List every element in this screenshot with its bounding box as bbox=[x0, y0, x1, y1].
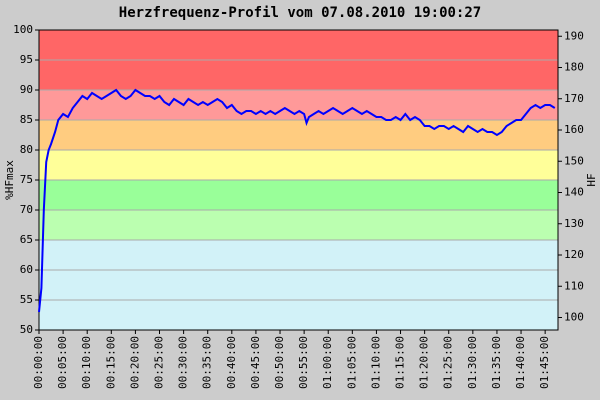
y-tick-label: 90 bbox=[20, 83, 33, 96]
y-tick-label: 70 bbox=[20, 203, 33, 216]
y-tick-label: 85 bbox=[20, 113, 33, 126]
y-tick-label: 65 bbox=[20, 233, 33, 246]
x-tick-label: 00:05:00 bbox=[56, 336, 69, 389]
plot-border bbox=[38, 29, 559, 331]
y-tick-label: 60 bbox=[20, 263, 33, 276]
y2-tick-label: 140 bbox=[564, 186, 584, 199]
y2-tick-label: 150 bbox=[564, 154, 584, 167]
zone bbox=[39, 120, 558, 150]
x-tick-label: 01:45:00 bbox=[538, 336, 551, 389]
y2-tick-label: 110 bbox=[564, 279, 584, 292]
zone bbox=[39, 180, 558, 210]
y-tick-label: 95 bbox=[20, 53, 33, 66]
x-tick-label: 00:55:00 bbox=[297, 336, 310, 389]
line bbox=[38, 88, 556, 313]
y2-tick-label: 190 bbox=[564, 29, 584, 42]
zone bbox=[39, 150, 558, 180]
y2-tick-label: 170 bbox=[564, 92, 584, 105]
x-tick-label: 01:40:00 bbox=[514, 336, 527, 389]
x-tick-label: 01:25:00 bbox=[442, 336, 455, 389]
x-tick-label: 00:40:00 bbox=[225, 336, 238, 389]
y2-tick-label: 180 bbox=[564, 61, 584, 74]
zone bbox=[39, 210, 558, 240]
y-tick-label: 50 bbox=[20, 323, 33, 336]
y-axis-label: %HFmax bbox=[3, 160, 16, 200]
x-tick-label: 00:45:00 bbox=[249, 336, 262, 389]
y2-axis-label: HF bbox=[585, 173, 598, 186]
x-tick-label: 00:10:00 bbox=[80, 336, 93, 389]
y2-tick-label: 160 bbox=[564, 123, 584, 136]
x-tick-label: 00:20:00 bbox=[128, 336, 141, 389]
x-tick-label: 01:10:00 bbox=[369, 336, 382, 389]
x-tick-label: 01:00:00 bbox=[321, 336, 334, 389]
y-tick-label: 75 bbox=[20, 173, 33, 186]
y2-tick-label: 130 bbox=[564, 217, 584, 230]
x-tick-label: 01:20:00 bbox=[418, 336, 431, 389]
zone bbox=[39, 240, 558, 330]
y-tick-label: 100 bbox=[13, 23, 33, 36]
x-tick-label: 01:35:00 bbox=[490, 336, 503, 389]
x-tick-label: 01:30:00 bbox=[466, 336, 479, 389]
x-tick-label: 00:30:00 bbox=[177, 336, 190, 389]
x-tick-label: 01:05:00 bbox=[345, 336, 358, 389]
x-tick-label: 00:35:00 bbox=[201, 336, 214, 389]
x-tick-label: 00:15:00 bbox=[104, 336, 117, 389]
y2-tick-label: 100 bbox=[564, 311, 584, 324]
y2-tick-label: 120 bbox=[564, 248, 584, 261]
x-tick-label: 00:50:00 bbox=[273, 336, 286, 389]
y-tick-label: 55 bbox=[20, 293, 33, 306]
zone bbox=[39, 90, 558, 120]
x-tick-label: 01:15:00 bbox=[394, 336, 407, 389]
chart-title: Herzfrequenz-Profil vom 07.08.2010 19:00… bbox=[119, 5, 481, 21]
y-tick-label: 80 bbox=[20, 143, 33, 156]
x-tick-label: 00:25:00 bbox=[153, 336, 166, 389]
x-tick-label: 00:00:00 bbox=[32, 336, 45, 389]
